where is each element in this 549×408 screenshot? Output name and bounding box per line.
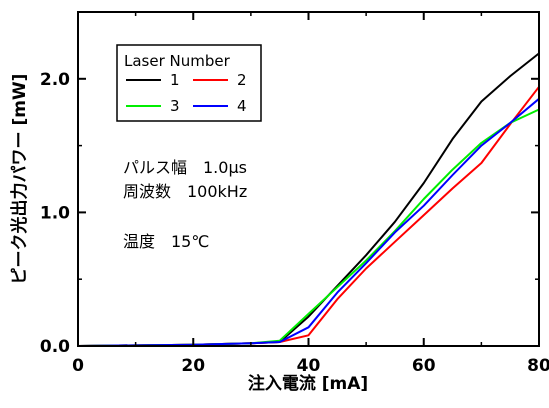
legend-label-2: 2 <box>237 71 247 89</box>
y-axis-title: ピーク光出力パワー [mW] <box>9 74 30 285</box>
x-tick-label: 40 <box>297 356 321 376</box>
annotation-temperature: 温度 15℃ <box>123 232 209 251</box>
legend: Laser Number 1 2 3 4 <box>116 44 262 122</box>
y-tick-label: 2.0 <box>40 70 70 90</box>
series-line-3 <box>77 108 540 347</box>
y-tick-label: 1.0 <box>40 203 70 223</box>
legend-box <box>116 44 262 122</box>
x-tick-label: 80 <box>527 356 549 376</box>
x-tick-label: 60 <box>412 356 436 376</box>
annotations: パルス幅 1.0μs 周波数 100kHz 温度 15℃ <box>123 158 247 251</box>
axis-ticks: 0 20 40 60 80 0.0 1.0 2.0 <box>40 12 549 376</box>
x-tick-label: 20 <box>181 356 205 376</box>
legend-entries: 1 2 3 4 <box>126 71 247 115</box>
legend-label-4: 4 <box>237 97 247 115</box>
x-axis-title: 注入電流 [mA] <box>248 373 368 394</box>
series-line-2 <box>77 86 540 347</box>
legend-title: Laser Number <box>124 52 231 70</box>
annotation-frequency: 周波数 100kHz <box>123 182 247 201</box>
y-tick-label: 0.0 <box>40 337 70 357</box>
legend-label-3: 3 <box>170 97 180 115</box>
annotation-pulse-width: パルス幅 1.0μs <box>123 158 247 177</box>
legend-label-1: 1 <box>170 71 180 89</box>
x-tick-label: 0 <box>72 356 84 376</box>
series-line-4 <box>77 98 540 347</box>
